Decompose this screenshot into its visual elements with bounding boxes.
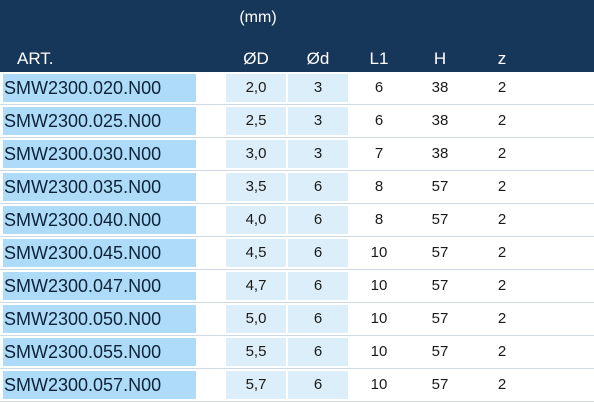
z-cell: 2 [497,211,507,228]
l1-cell: 10 [370,376,388,393]
outer-diameter-cell: 2,0 [226,74,286,102]
table-row: SMW2300.045.N00 4,5 6 10 57 2 [0,237,594,270]
h-cell: 57 [431,244,449,261]
art-cell: SMW2300.030.N00 [3,140,196,168]
column-header-h: H [433,49,447,68]
art-cell: SMW2300.045.N00 [3,239,196,267]
z-cell: 2 [497,79,507,96]
z-cell: 2 [497,376,507,393]
h-cell: 57 [431,310,449,327]
shank-diameter-cell: 6 [288,338,348,366]
art-cell: SMW2300.020.N00 [3,74,196,102]
l1-cell: 10 [370,310,388,327]
art-cell: SMW2300.055.N00 [3,338,196,366]
l1-cell: 6 [374,79,384,96]
art-cell: SMW2300.040.N00 [3,206,196,234]
outer-diameter-cell: 3,5 [226,173,286,201]
table-row: SMW2300.047.N00 4,7 6 10 57 2 [0,270,594,303]
l1-cell: 6 [374,112,384,129]
z-cell: 2 [497,277,507,294]
z-cell: 2 [497,145,507,162]
h-cell: 57 [431,211,449,228]
column-header-z: z [497,49,507,68]
table-row: SMW2300.035.N00 3,5 6 8 57 2 [0,171,594,204]
l1-cell: 10 [370,277,388,294]
z-cell: 2 [497,343,507,360]
table-row: SMW2300.057.N00 5,7 6 10 57 2 [0,369,594,402]
table-row: SMW2300.025.N00 2,5 3 6 38 2 [0,105,594,138]
shank-diameter-cell: 3 [288,140,348,168]
outer-diameter-cell: 5,7 [226,371,286,399]
h-cell: 57 [431,277,449,294]
outer-diameter-cell: 4,5 [226,239,286,267]
z-cell: 2 [497,112,507,129]
art-cell: SMW2300.057.N00 [3,371,196,399]
l1-cell: 10 [370,244,388,261]
outer-diameter-cell: 2,5 [226,107,286,135]
h-cell: 57 [431,343,449,360]
table-row: SMW2300.040.N00 4,0 6 8 57 2 [0,204,594,237]
shank-diameter-cell: 6 [288,173,348,201]
l1-cell: 8 [374,211,384,228]
table-row: SMW2300.030.N00 3,0 3 7 38 2 [0,138,594,171]
column-header-outer-diameter: ØD [243,49,269,68]
l1-cell: 10 [370,343,388,360]
column-header-l1: L1 [369,49,389,68]
art-cell: SMW2300.047.N00 [3,272,196,300]
column-header-shank-diameter: Ød [306,49,330,68]
z-cell: 2 [497,310,507,327]
outer-diameter-cell: 3,0 [226,140,286,168]
h-cell: 38 [431,145,449,162]
shank-diameter-cell: 6 [288,206,348,234]
column-header-art: ART. [17,49,54,68]
l1-cell: 7 [374,145,384,162]
h-cell: 57 [431,178,449,195]
shank-diameter-cell: 3 [288,107,348,135]
table-row: SMW2300.055.N00 5,5 6 10 57 2 [0,336,594,369]
table-row: SMW2300.020.N00 2,0 3 6 38 2 [0,72,594,105]
z-cell: 2 [497,244,507,261]
art-cell: SMW2300.025.N00 [3,107,196,135]
shank-diameter-cell: 3 [288,74,348,102]
table-row: SMW2300.050.N00 5,0 6 10 57 2 [0,303,594,336]
outer-diameter-cell: 5,0 [226,305,286,333]
outer-diameter-cell: 4,0 [226,206,286,234]
art-cell: SMW2300.035.N00 [3,173,196,201]
table-body: SMW2300.020.N00 2,0 3 6 38 2 SMW2300.025.N00 2,… [0,72,594,402]
l1-cell: 8 [374,178,384,195]
h-cell: 38 [431,112,449,129]
h-cell: 38 [431,79,449,96]
table-header: (mm) ART. ØD Ød L1 H z [0,0,594,72]
z-cell: 2 [497,178,507,195]
outer-diameter-cell: 5,5 [226,338,286,366]
h-cell: 57 [431,376,449,393]
shank-diameter-cell: 6 [288,305,348,333]
shank-diameter-cell: 6 [288,371,348,399]
unit-label: (mm) [239,9,277,26]
shank-diameter-cell: 6 [288,272,348,300]
outer-diameter-cell: 4,7 [226,272,286,300]
art-cell: SMW2300.050.N00 [3,305,196,333]
shank-diameter-cell: 6 [288,239,348,267]
